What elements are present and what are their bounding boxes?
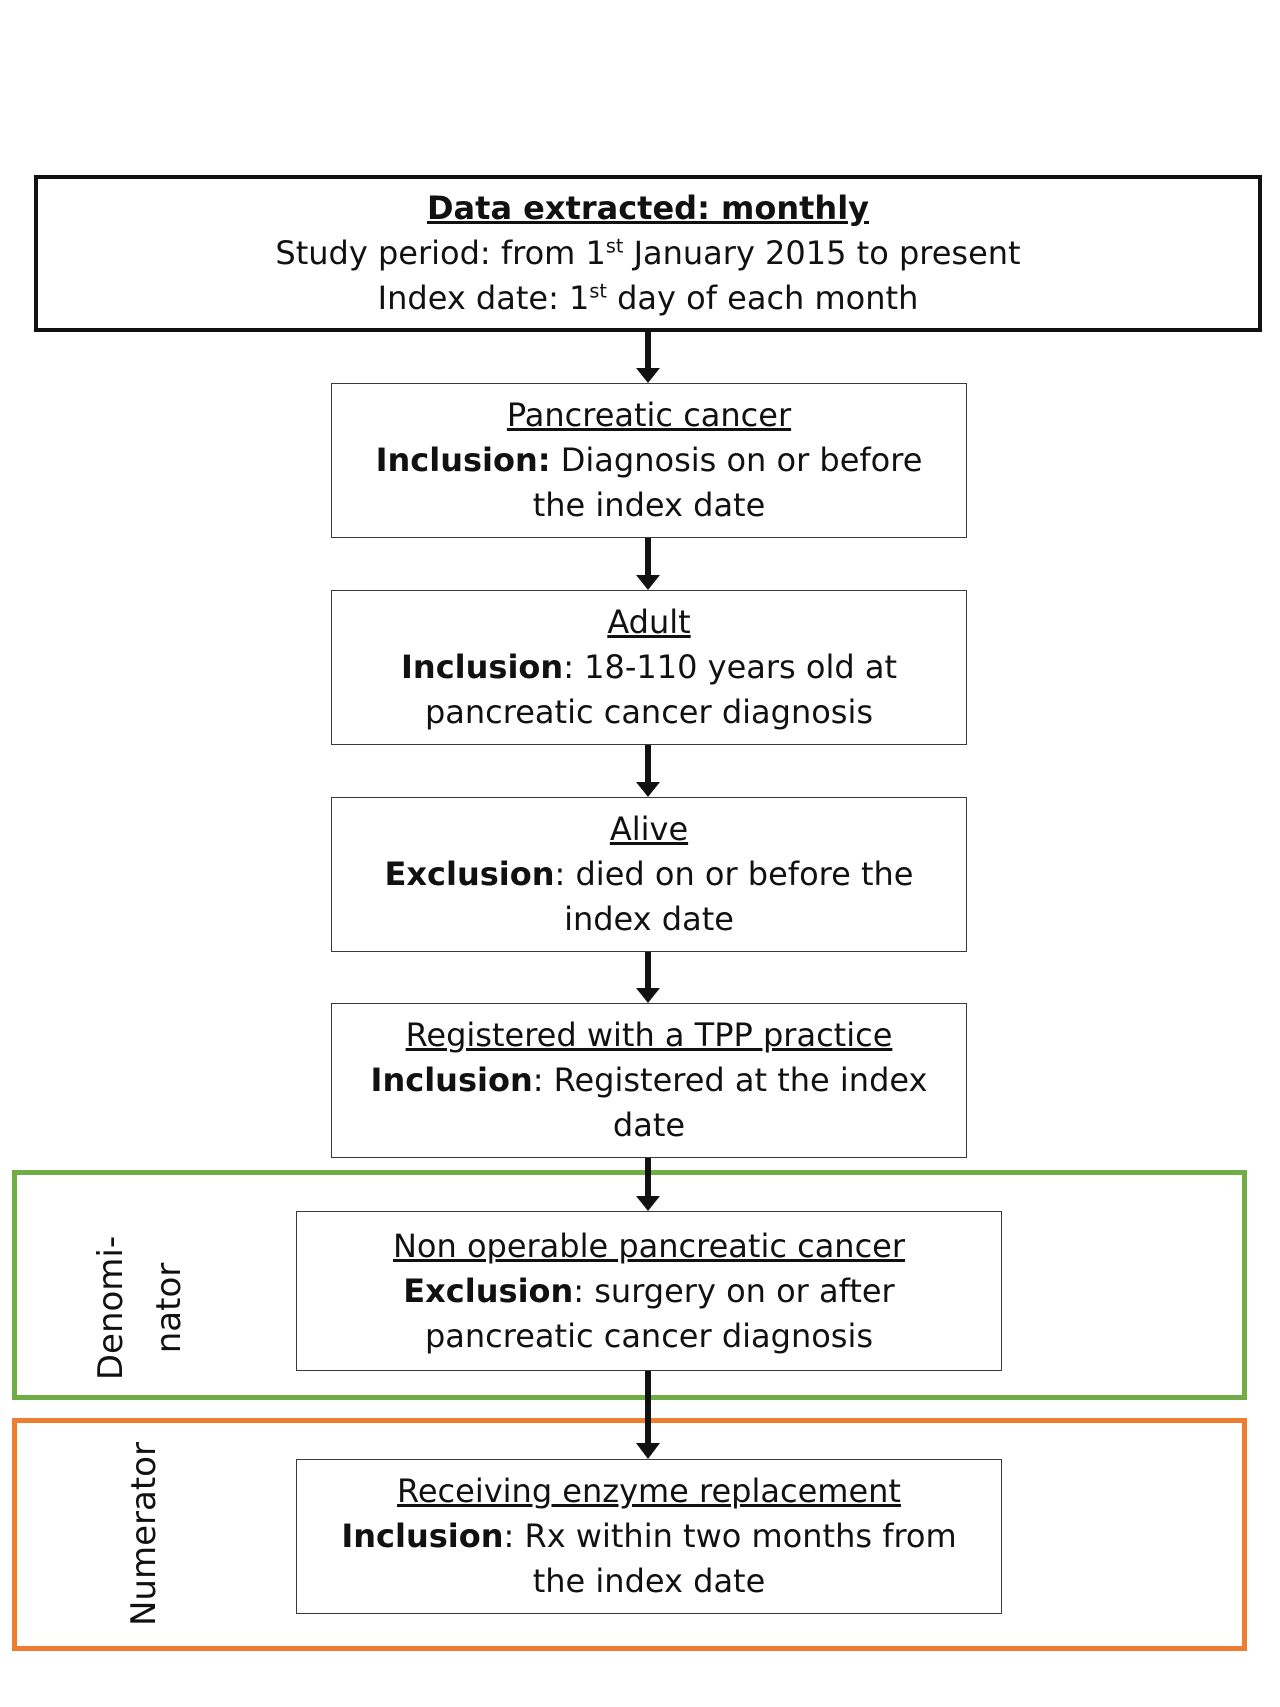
step-title: Non operable pancreatic cancer: [392, 1226, 906, 1265]
step-criterion: Exclusion: surgery on or after pancreati…: [403, 1271, 895, 1355]
step-title: Registered with a TPP practice: [405, 1016, 893, 1054]
step-criterion: Inclusion: 18-110 years old at pancreati…: [401, 648, 897, 731]
arrowhead-6: [636, 1443, 660, 1459]
header-box: Data extracted: monthly Study period: fr…: [34, 175, 1262, 332]
denominator-group: [12, 1170, 1247, 1400]
step-criterion: Inclusion: Diagnosis on or before the in…: [375, 441, 923, 524]
step-criterion: Inclusion: Rx within two months from the…: [341, 1517, 957, 1600]
step-criterion: Inclusion: Registered at the index date: [370, 1061, 928, 1144]
step-pancreatic-cancer: Pancreatic cancer Inclusion: Diagnosis o…: [331, 383, 967, 538]
step-title: Pancreatic cancer: [506, 396, 792, 434]
step-registered-tpp: Registered with a TPP practice Inclusion…: [331, 1003, 967, 1158]
arrowhead-1: [636, 368, 660, 383]
step-criterion: Exclusion: died on or before the index d…: [384, 855, 914, 938]
arrowhead-4: [636, 988, 660, 1003]
arrowhead-5: [636, 1196, 660, 1211]
arrowhead-2: [636, 575, 660, 590]
step-title: Adult: [607, 603, 691, 641]
header-study-period: Study period: from 1st January 2015 to p…: [275, 234, 1021, 272]
step-title: Alive: [609, 810, 689, 848]
step-non-operable: Non operable pancreatic cancer Exclusion…: [296, 1211, 1002, 1371]
arrowhead-3: [636, 782, 660, 797]
header-index-date: Index date: 1st day of each month: [377, 279, 919, 317]
numerator-group: [12, 1418, 1247, 1651]
step-alive: Alive Exclusion: died on or before the i…: [331, 797, 967, 952]
step-title: Receiving enzyme replacement: [397, 1472, 901, 1510]
step-enzyme-replacement: Receiving enzyme replacement Inclusion: …: [296, 1459, 1002, 1614]
header-title: Data extracted: monthly: [426, 189, 870, 227]
step-adult: Adult Inclusion: 18-110 years old at pan…: [331, 590, 967, 745]
